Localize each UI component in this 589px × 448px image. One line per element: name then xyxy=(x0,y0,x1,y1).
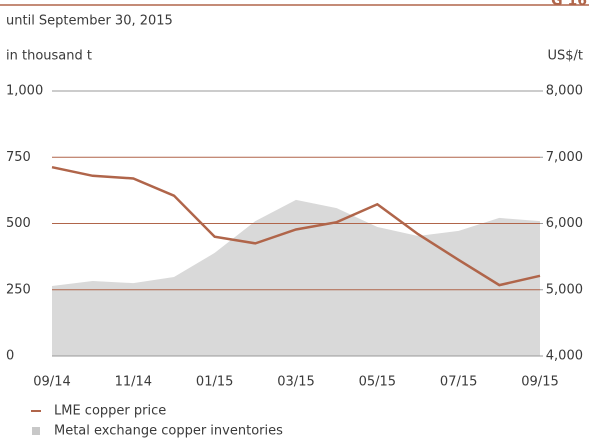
x-tick-label: 09/14 xyxy=(33,375,70,390)
x-tick-label: 11/14 xyxy=(115,375,152,390)
y-tick-label: 500 xyxy=(6,216,31,231)
y2-tick-label: 4,000 xyxy=(546,349,583,364)
y2-axis-label: US$/t xyxy=(547,49,583,64)
y2-tick-label: 5,000 xyxy=(546,282,583,297)
y-tick-label: 250 xyxy=(6,282,31,297)
legend-label: LME copper price xyxy=(54,404,166,419)
x-tick-label: 01/15 xyxy=(196,375,233,390)
x-tick-label: 03/15 xyxy=(277,375,314,390)
y-tick-label: 750 xyxy=(6,150,31,165)
y2-tick-label: 8,000 xyxy=(546,84,583,99)
y-tick-label: 0 xyxy=(6,349,14,364)
line xyxy=(51,165,541,287)
legend-label: Metal exchange copper inventories xyxy=(54,424,283,439)
area xyxy=(52,199,540,356)
x-tick-label: 07/15 xyxy=(440,375,477,390)
y2-tick-label: 7,000 xyxy=(546,150,583,165)
y2-tick-label: 6,000 xyxy=(546,216,583,231)
x-tick-label: 09/15 xyxy=(521,375,558,390)
subtitle: until September 30, 2015 xyxy=(6,14,173,29)
y-tick-label: 1,000 xyxy=(6,84,43,99)
legend-swatch xyxy=(32,427,40,435)
figure-label: G 16 xyxy=(551,0,587,9)
y-axis-label: in thousand t xyxy=(6,49,92,64)
x-tick-label: 05/15 xyxy=(359,375,396,390)
